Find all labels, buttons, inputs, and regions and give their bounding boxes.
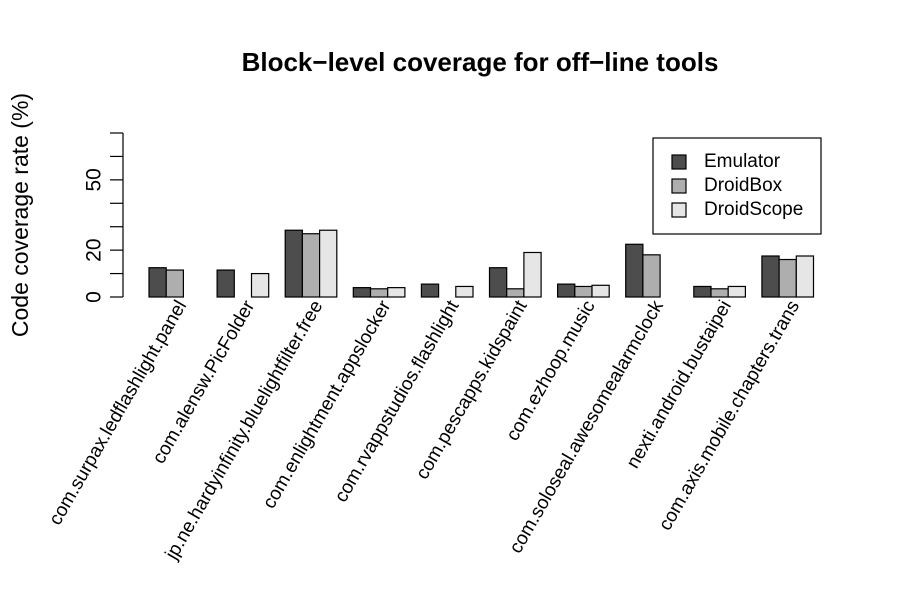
bar bbox=[455, 285, 474, 298]
legend: Emulator DroidBox DroidScope bbox=[652, 137, 822, 235]
x-axis-tick-labels: com.surpax.ledflashlight.panelcom.alensw… bbox=[45, 296, 804, 564]
y-axis-label: Code coverage rate (%) bbox=[7, 93, 33, 337]
x-tick-label: com.axis.mobile.chapters.trans bbox=[655, 297, 804, 534]
legend-swatch bbox=[671, 154, 687, 170]
chart-title: Block−level coverage for off−line tools bbox=[242, 47, 719, 77]
x-tick-label: com.enlightment.appslocker bbox=[259, 296, 396, 512]
legend-label: DroidBox bbox=[704, 175, 783, 196]
bar bbox=[319, 229, 338, 298]
bar bbox=[591, 284, 610, 298]
bar bbox=[420, 283, 440, 298]
bar bbox=[148, 267, 167, 298]
bar bbox=[693, 285, 712, 298]
bar bbox=[523, 251, 542, 298]
bar bbox=[301, 233, 321, 298]
bar bbox=[369, 288, 389, 298]
y-tick-label: 20 bbox=[82, 238, 105, 261]
bar bbox=[352, 287, 372, 298]
bar bbox=[778, 258, 797, 298]
bar bbox=[284, 229, 304, 298]
bar bbox=[642, 254, 661, 298]
x-tick-label: com.rvappstudios.flashlight bbox=[331, 296, 464, 506]
y-tick-label: 0 bbox=[82, 291, 105, 303]
bar bbox=[727, 285, 747, 298]
bar bbox=[795, 255, 815, 298]
legend-swatch bbox=[671, 202, 687, 218]
legend-label: Emulator bbox=[704, 151, 781, 172]
bar bbox=[625, 243, 644, 298]
bar bbox=[710, 288, 729, 298]
y-tick-label: 50 bbox=[82, 168, 105, 191]
legend-swatch bbox=[671, 178, 687, 194]
x-tick-label: com.surpax.ledflashlight.panel bbox=[45, 297, 191, 529]
bar bbox=[574, 285, 593, 298]
bar bbox=[506, 288, 525, 298]
bar bbox=[250, 272, 270, 298]
bars bbox=[148, 229, 815, 298]
legend-label: DroidScope bbox=[704, 199, 803, 220]
bar bbox=[761, 255, 780, 298]
bar bbox=[216, 269, 235, 298]
bar bbox=[165, 269, 184, 298]
y-axis: 0 20 50 bbox=[82, 132, 124, 303]
bar bbox=[488, 267, 508, 298]
bar bbox=[387, 287, 406, 298]
bar bbox=[556, 283, 576, 298]
